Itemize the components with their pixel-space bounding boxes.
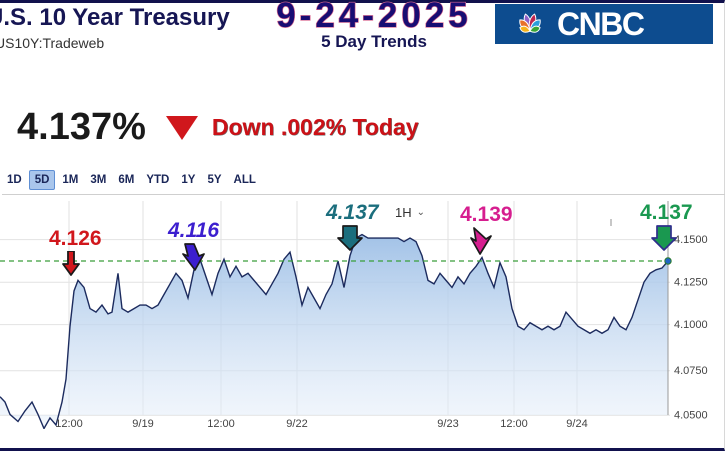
svg-text:9/24: 9/24 — [566, 418, 587, 429]
svg-text:9/23: 9/23 — [437, 418, 458, 429]
svg-text:4.1250: 4.1250 — [674, 277, 708, 289]
svg-text:9/19: 9/19 — [132, 418, 153, 429]
svg-text:4.1000: 4.1000 — [674, 319, 708, 331]
svg-text:12:00: 12:00 — [55, 418, 83, 429]
svg-text:4.0750: 4.0750 — [674, 365, 708, 377]
svg-text:12:00: 12:00 — [500, 418, 528, 429]
svg-text:12:00: 12:00 — [207, 418, 235, 429]
svg-text:4.0500: 4.0500 — [674, 410, 708, 422]
svg-text:9/22: 9/22 — [286, 418, 307, 429]
